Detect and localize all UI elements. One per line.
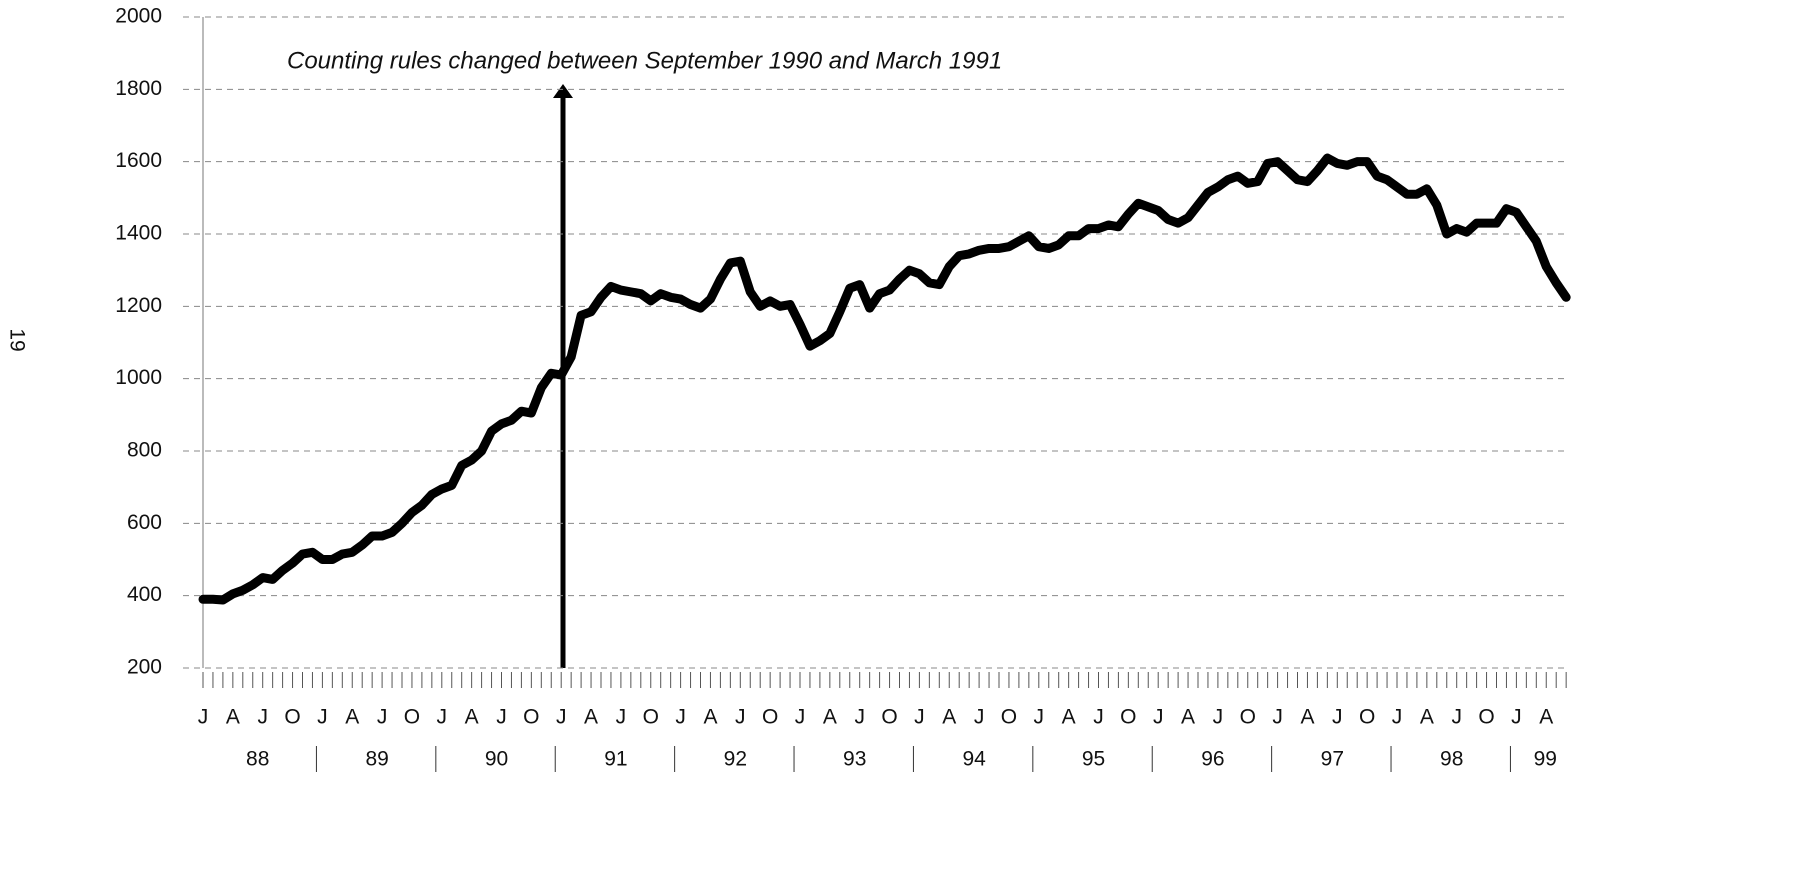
x-tick-label: J (1392, 706, 1403, 729)
x-tick-label: J (1332, 706, 1343, 729)
x-tick-label: O (881, 706, 897, 729)
x-tick-label: A (465, 706, 479, 729)
x-tick-label: A (1181, 706, 1195, 729)
x-tick-label: J (675, 706, 686, 729)
y-tick-label: 600 (127, 511, 162, 534)
data-line (198, 153, 1571, 605)
x-tick-label: J (735, 706, 746, 729)
year-label: 97 (1321, 748, 1344, 771)
year-label: 95 (1082, 748, 1105, 771)
year-label: 98 (1440, 748, 1463, 771)
x-tick-label: A (1300, 706, 1314, 729)
year-label: 99 (1534, 748, 1557, 771)
x-tick-label: O (643, 706, 659, 729)
x-tick-label: J (377, 706, 388, 729)
x-tick-label: O (1240, 706, 1256, 729)
x-tick-label: J (198, 706, 209, 729)
x-tick-label: O (762, 706, 778, 729)
annotation: Counting rules changed between September… (287, 47, 1002, 74)
x-tick-label: J (556, 706, 567, 729)
y-tick-label: 2000 (115, 5, 162, 28)
y-tick-label: 400 (127, 583, 162, 606)
x-tick-label: A (1420, 706, 1434, 729)
x-tick-label: J (496, 706, 507, 729)
y-tick-label: 1800 (115, 77, 162, 100)
x-tick-label: A (226, 706, 240, 729)
x-tick-label: J (795, 706, 806, 729)
y-tick-label: 200 (127, 656, 162, 679)
arrow-head (553, 84, 573, 98)
year-label: 93 (843, 748, 866, 771)
x-tick-label: J (1511, 706, 1522, 729)
page-number: 19 (5, 328, 28, 351)
x-tick-label: O (1478, 706, 1494, 729)
x-tick-label: A (584, 706, 598, 729)
x-tick-label: J (437, 706, 448, 729)
year-label: 96 (1201, 748, 1224, 771)
x-tick-label: A (823, 706, 837, 729)
year-label: 92 (724, 748, 747, 771)
x-tick-label: J (1093, 706, 1104, 729)
year-label: 91 (604, 748, 627, 771)
x-tick-label: J (317, 706, 328, 729)
x-tick-label: J (1034, 706, 1045, 729)
x-tick-label: O (404, 706, 420, 729)
x-tick-label: A (1062, 706, 1076, 729)
x-tick-label: O (1120, 706, 1136, 729)
y-tick-label: 1400 (115, 222, 162, 245)
year-label: 89 (365, 748, 388, 771)
y-tick-label: 1200 (115, 294, 162, 317)
year-label: 88 (246, 748, 269, 771)
x-tick-label: J (914, 706, 925, 729)
x-tick-label: O (1359, 706, 1375, 729)
year-label: 94 (962, 748, 986, 771)
x-tick-label: J (1451, 706, 1462, 729)
x-tick-label: J (1213, 706, 1224, 729)
y-tick-label: 800 (127, 439, 162, 462)
x-tick-label: J (616, 706, 627, 729)
x-tick-label: A (345, 706, 359, 729)
x-tick-label: A (942, 706, 956, 729)
y-tick-label: 1000 (115, 366, 162, 389)
x-tick-label: A (1539, 706, 1553, 729)
x-tick-label: O (284, 706, 300, 729)
y-tick-label: 1600 (115, 149, 162, 172)
x-tick-label: J (1153, 706, 1164, 729)
x-tick-label: J (257, 706, 268, 729)
x-tick-label: J (854, 706, 865, 729)
x-tick-label: J (1272, 706, 1283, 729)
x-tick-label: J (974, 706, 985, 729)
x-tick-label: O (523, 706, 539, 729)
x-tick-label: A (703, 706, 717, 729)
year-label: 90 (485, 748, 508, 771)
x-tick-label: O (1001, 706, 1017, 729)
